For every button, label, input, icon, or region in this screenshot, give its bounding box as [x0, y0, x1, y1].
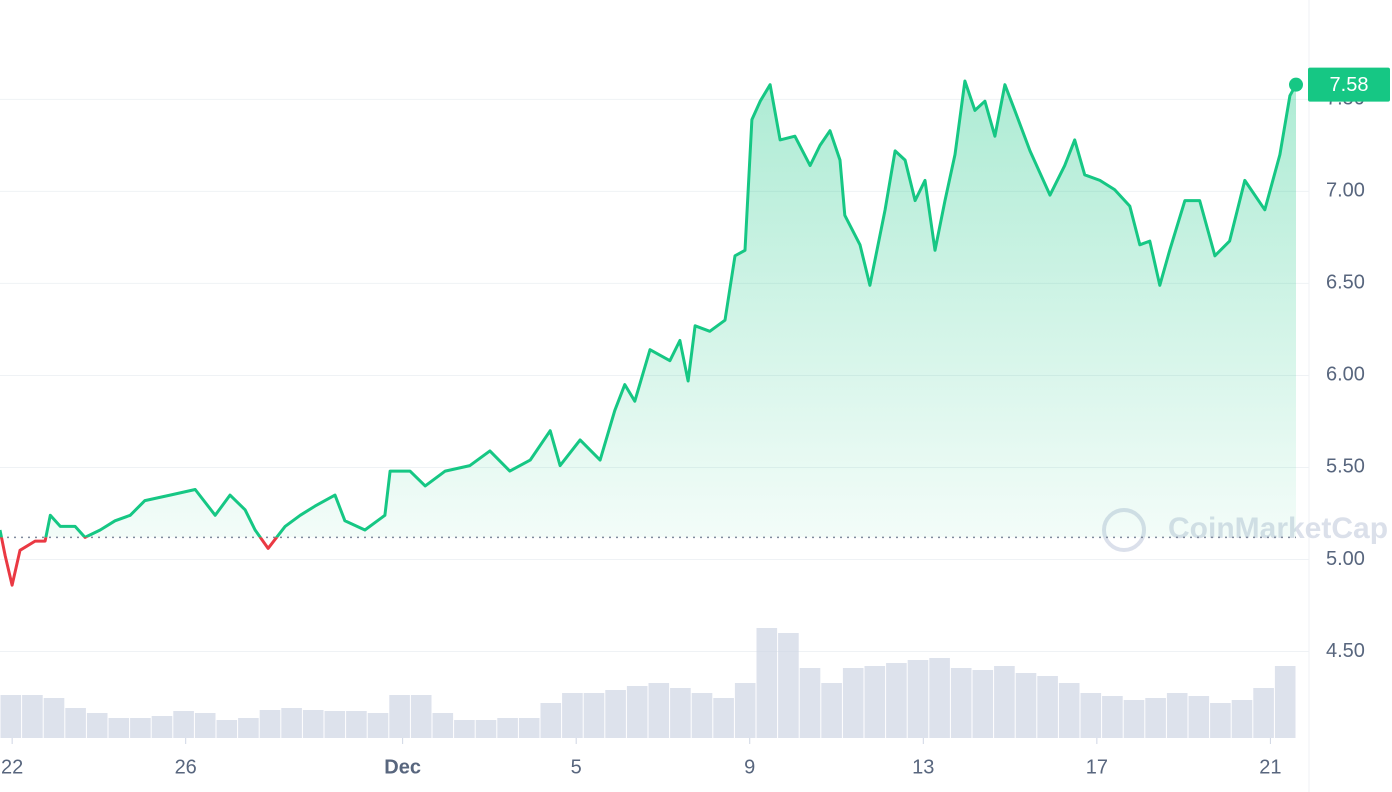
volume-bar	[346, 711, 367, 738]
x-tick-label: Dec	[384, 756, 421, 778]
volume-bar	[22, 695, 43, 738]
volume-bar	[454, 720, 475, 738]
volume-bar	[583, 693, 605, 738]
volume-bar	[907, 660, 929, 738]
volume-bar	[842, 668, 864, 738]
volume-bar	[65, 708, 86, 738]
volume-bar	[734, 683, 756, 738]
x-tick-label: 21	[1259, 756, 1281, 778]
volume-bar	[1037, 676, 1058, 738]
volume-bar	[778, 633, 799, 738]
volume-bar	[799, 668, 821, 738]
volume-bar	[151, 716, 173, 738]
last-point	[1289, 77, 1303, 92]
x-tick-label: 22	[1, 756, 23, 778]
y-tick-label: 5.00	[1326, 548, 1365, 570]
volume-bar	[670, 688, 691, 738]
volume-bar	[497, 718, 518, 738]
volume-bar	[648, 683, 670, 738]
volume-bar	[1058, 683, 1080, 738]
volume-bar	[1145, 698, 1166, 738]
volume-bar	[821, 683, 842, 738]
volume-bar	[281, 708, 302, 738]
volume-bar	[367, 713, 389, 738]
volume-bar	[972, 670, 994, 738]
volume-bar	[1210, 703, 1231, 738]
volume-bar	[994, 666, 1015, 738]
volume-bar	[886, 663, 907, 738]
volume-bar	[43, 698, 65, 738]
volume-bar	[86, 713, 108, 738]
volume-bar	[0, 695, 22, 738]
volume-bar	[108, 718, 130, 738]
y-tick-label: 7.00	[1326, 180, 1365, 202]
volume-bar	[1231, 700, 1253, 738]
volume-bar	[950, 668, 972, 738]
x-tick-label: 26	[175, 756, 197, 778]
price-tag-label: 7.58	[1330, 74, 1369, 96]
volume-bar	[324, 711, 346, 738]
volume-bar	[605, 690, 626, 738]
volume-bar	[1080, 693, 1102, 738]
volume-bar	[389, 695, 410, 738]
volume-bar	[626, 686, 648, 738]
volume-bar	[929, 658, 950, 738]
x-tick-label: 5	[571, 756, 582, 778]
x-tick-label: 9	[744, 756, 755, 778]
x-tick-label: 17	[1086, 756, 1108, 778]
volume-bar	[216, 720, 238, 738]
volume-bar	[302, 710, 324, 738]
volume-bar	[194, 713, 216, 738]
volume-bar	[540, 703, 562, 738]
volume-bar	[864, 666, 886, 738]
y-tick-label: 6.50	[1326, 272, 1365, 294]
y-tick-label: 4.50	[1326, 640, 1365, 662]
volume-bar	[1274, 666, 1296, 738]
price-tag	[1308, 67, 1390, 102]
volume-bar	[691, 693, 713, 738]
y-tick-label: 6.00	[1326, 364, 1365, 386]
volume-bar	[173, 711, 194, 738]
volume-bar	[1102, 696, 1123, 738]
x-tick-label: 13	[912, 756, 934, 778]
volume-bar	[756, 628, 778, 738]
volume-bar	[1123, 700, 1145, 738]
volume-bar	[475, 720, 497, 738]
volume-bar	[410, 695, 432, 738]
volume-bar	[713, 698, 734, 738]
volume-bar	[562, 693, 583, 738]
y-tick-label: 5.50	[1326, 456, 1365, 478]
volume-bar	[1015, 673, 1037, 738]
volume-bar	[518, 718, 540, 738]
volume-bar	[1188, 696, 1210, 738]
volume-bar	[432, 713, 454, 738]
price-area	[0, 81, 1296, 538]
volume-bar	[238, 718, 259, 738]
volume-bar	[130, 718, 151, 738]
price-line	[0, 79, 1298, 538]
volume-bar	[1166, 693, 1188, 738]
volume-bar	[259, 710, 281, 738]
volume-bar	[1253, 688, 1274, 738]
